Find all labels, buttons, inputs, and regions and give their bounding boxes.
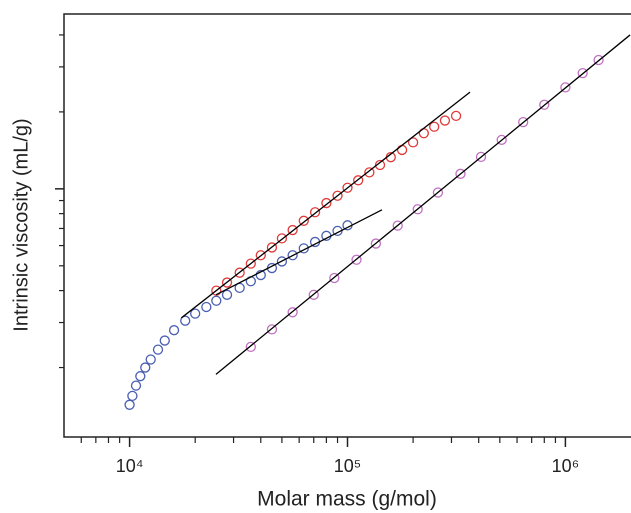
data-point (496, 134, 507, 145)
data-point (407, 137, 419, 148)
data-point (245, 258, 256, 269)
data-point (287, 307, 298, 318)
data-point (396, 144, 408, 156)
data-point (298, 243, 309, 254)
data-point (593, 54, 604, 66)
data-point (276, 233, 288, 244)
x-axis-label: Molar mass (g/mol) (257, 488, 437, 511)
x-tick-label: 10⁶ (552, 456, 579, 476)
data-point (124, 399, 135, 410)
data-point (276, 256, 288, 267)
data-point (321, 197, 332, 209)
data-point (180, 315, 191, 326)
data-point (211, 295, 222, 306)
data-point (332, 190, 343, 201)
data-point (450, 110, 462, 122)
data-point (130, 380, 142, 391)
data-point (412, 204, 423, 215)
data-point (159, 335, 170, 346)
data-point (577, 67, 588, 79)
data-point (429, 121, 440, 132)
fit-line (215, 209, 383, 296)
x-tick-label: 10⁵ (334, 456, 361, 476)
data-point (539, 99, 550, 110)
x-tick-label: 10⁴ (116, 456, 144, 476)
data-point (201, 301, 212, 313)
data-point (351, 254, 362, 265)
plot-frame (63, 13, 631, 438)
data-point (298, 215, 309, 226)
data-point (255, 269, 266, 281)
data-point (475, 151, 487, 163)
y-axis-label: Intrinsic viscosity (mL/g) (10, 118, 32, 331)
data-point (266, 242, 278, 253)
data-point (342, 182, 353, 193)
data-point (135, 371, 146, 382)
data-point (190, 308, 201, 319)
data-point (353, 175, 364, 186)
data-point (221, 277, 233, 288)
data-point (287, 224, 298, 236)
data-point (518, 116, 529, 128)
data-point (266, 324, 278, 335)
data-point (374, 159, 386, 171)
data-point (364, 167, 375, 178)
fit-line (215, 34, 631, 375)
data-point (234, 267, 245, 278)
data-point (145, 354, 156, 365)
data-point (255, 250, 266, 261)
data-point (309, 207, 321, 218)
data-point (432, 187, 444, 198)
data-point (370, 238, 382, 249)
data-point (392, 220, 403, 231)
data-point (127, 390, 138, 402)
data-point (221, 289, 233, 300)
data-point (455, 168, 466, 179)
data-point (152, 344, 164, 355)
data-point (308, 289, 319, 300)
data-point (168, 325, 180, 336)
data-point (245, 341, 256, 352)
data-point (140, 362, 151, 373)
data-point (439, 115, 451, 126)
data-point (329, 272, 340, 284)
data-point (287, 250, 298, 261)
data-point (560, 82, 571, 93)
fit-line (181, 91, 471, 319)
